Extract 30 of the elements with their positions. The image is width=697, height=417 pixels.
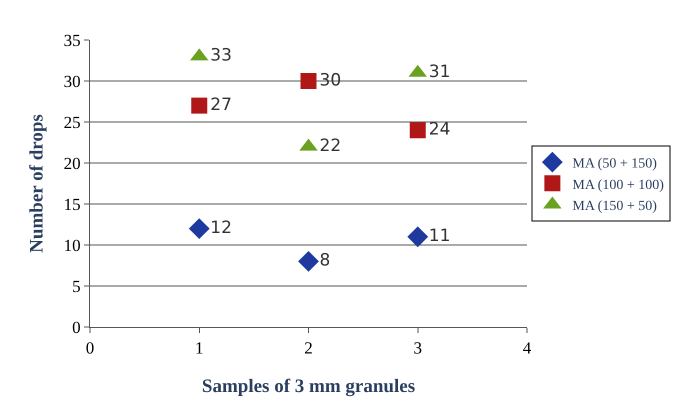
y-tick-label: 20 bbox=[64, 154, 81, 173]
y-tick-label: 15 bbox=[64, 194, 81, 214]
x-tick-label: 2 bbox=[304, 338, 313, 358]
point bbox=[410, 122, 426, 138]
data-label: 12 bbox=[210, 218, 232, 238]
x-tick-label: 1 bbox=[195, 338, 204, 358]
y-tick-label: 0 bbox=[72, 318, 81, 337]
point bbox=[188, 218, 210, 239]
data-label: 33 bbox=[210, 46, 232, 66]
point bbox=[298, 251, 319, 272]
y-tick-label: 5 bbox=[72, 276, 81, 296]
y-axis-title: Number of drops bbox=[26, 114, 48, 253]
data-label: 22 bbox=[320, 136, 342, 156]
x-tick-label: 3 bbox=[414, 338, 422, 358]
y-tick-label: 25 bbox=[64, 112, 81, 132]
data-label: 11 bbox=[428, 226, 450, 246]
x-tick-label: 4 bbox=[522, 338, 532, 358]
point bbox=[407, 226, 428, 248]
legend-label: MA (100 + 100) bbox=[572, 178, 664, 193]
data-label: 8 bbox=[320, 250, 330, 271]
y-tick-label: 35 bbox=[64, 30, 81, 50]
x-axis-title: Samples of 3 mm granules bbox=[202, 376, 416, 398]
x-tick-label: 0 bbox=[86, 338, 94, 358]
data-label: 27 bbox=[210, 94, 232, 115]
y-tick-label: 10 bbox=[64, 236, 81, 255]
data-label: 31 bbox=[428, 62, 450, 82]
y-tick-label: 30 bbox=[64, 72, 81, 91]
legend-label: MA (150 + 50) bbox=[572, 198, 658, 214]
legend-label: MA (50 + 150) bbox=[572, 156, 658, 172]
data-label: 24 bbox=[428, 119, 450, 140]
